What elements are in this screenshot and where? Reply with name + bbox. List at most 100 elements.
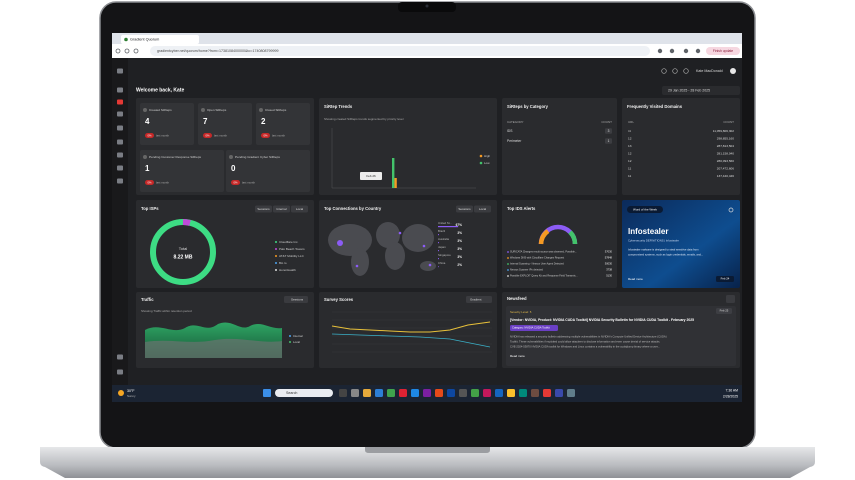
- user-name[interactable]: Kate MacDonald: [696, 69, 723, 73]
- control-button[interactable]: [273, 205, 290, 213]
- domain-url: 13: [628, 144, 632, 148]
- category-name: IDS: [507, 129, 513, 133]
- sidebar-icon[interactable]: [117, 178, 123, 184]
- sidebar-icon[interactable]: [117, 165, 123, 171]
- taskbar-app[interactable]: [351, 389, 359, 397]
- total-value: 8.22 MB: [174, 254, 193, 260]
- legend-label: Local: [293, 340, 300, 344]
- control-button[interactable]: [291, 205, 308, 213]
- taskbar-app[interactable]: [411, 389, 419, 397]
- toolbar-icon[interactable]: [695, 48, 701, 54]
- taskbar-app[interactable]: [339, 389, 347, 397]
- trend-bar-high: [392, 158, 395, 188]
- control-button[interactable]: [456, 205, 473, 213]
- legend-dot: [275, 269, 277, 271]
- country-name: Japan: [438, 245, 446, 249]
- header-icon[interactable]: [683, 68, 689, 74]
- read-more[interactable]: Read more: [510, 354, 525, 358]
- taskbar-app[interactable]: [447, 389, 455, 397]
- taskbar-app[interactable]: [399, 389, 407, 397]
- nav-button[interactable]: [115, 48, 121, 54]
- stat-icon: [143, 155, 147, 159]
- taskbar-app[interactable]: [423, 389, 431, 397]
- date-picker[interactable]: [662, 86, 740, 95]
- sidebar-icon[interactable]: [117, 87, 123, 93]
- taskbar-app[interactable]: [507, 389, 515, 397]
- nav-button[interactable]: [133, 48, 139, 54]
- control-label[interactable]: Sessions: [291, 297, 304, 301]
- taskbar-app[interactable]: [483, 389, 491, 397]
- panel-title: SiRtep Trends: [324, 104, 353, 109]
- news-severity: Severity Level: 5: [510, 310, 532, 314]
- stat-note: last month: [242, 180, 255, 184]
- country-bar: [438, 266, 439, 268]
- taskbar-app[interactable]: [495, 389, 503, 397]
- taskbar-app[interactable]: [387, 389, 395, 397]
- panel-title: Top ISPs: [141, 206, 159, 211]
- taskbar-app[interactable]: [519, 389, 527, 397]
- taskbar-app[interactable]: [555, 389, 563, 397]
- control-button[interactable]: [284, 296, 308, 303]
- control-label[interactable]: Sessions: [458, 207, 471, 211]
- taskbar-app[interactable]: [531, 389, 539, 397]
- url[interactable]: gradientcyber.net/quorum/home?from=17381…: [157, 49, 279, 53]
- legend-label: Cloudflare Inc.: [279, 240, 299, 244]
- taskbar-app[interactable]: [459, 389, 467, 397]
- search-icon[interactable]: [728, 207, 734, 213]
- control-label[interactable]: Sessions: [257, 207, 270, 211]
- taskbar-app[interactable]: [363, 389, 371, 397]
- search-box[interactable]: [275, 389, 333, 397]
- header-icon[interactable]: [672, 68, 678, 74]
- news-card: [506, 306, 736, 366]
- toolbar-icon[interactable]: [683, 48, 689, 54]
- taskbar-app[interactable]: [543, 389, 551, 397]
- news-headline: [Vendor: NVIDIA, Product: NVIDIA CUDA To…: [510, 318, 694, 322]
- stat-value: 1: [145, 164, 150, 173]
- read-more[interactable]: Read more: [628, 277, 643, 281]
- stat-badge: [203, 133, 212, 138]
- control-button[interactable]: [255, 205, 272, 213]
- stat-icon: [229, 155, 233, 159]
- sidebar: [112, 58, 128, 385]
- control-button[interactable]: [474, 205, 491, 213]
- control-label[interactable]: Gradient: [470, 297, 482, 301]
- sidebar-icon[interactable]: [117, 99, 123, 105]
- avatar[interactable]: [730, 68, 736, 74]
- country-pct: 3%: [457, 239, 462, 243]
- date-range[interactable]: 29 Jan 2025 - 28 Feb 2025: [668, 88, 710, 92]
- control-button[interactable]: [466, 296, 492, 303]
- toolbar-icon[interactable]: [669, 48, 675, 54]
- taskbar-app[interactable]: [567, 389, 575, 397]
- news-search[interactable]: [726, 295, 735, 303]
- sidebar-icon[interactable]: [117, 125, 123, 131]
- control-label[interactable]: Local: [479, 207, 487, 211]
- alert-count: 5130: [606, 274, 612, 278]
- stat-value: 0: [231, 164, 236, 173]
- tab-title[interactable]: Gradient Quorum: [130, 38, 159, 42]
- panel-title: SiRteps by Category: [507, 104, 549, 109]
- search-label[interactable]: Search: [286, 391, 297, 395]
- control-label[interactable]: Internal: [276, 207, 286, 211]
- sidebar-icon[interactable]: [117, 369, 123, 375]
- update-label[interactable]: Finish update: [713, 49, 733, 53]
- sidebar-icon[interactable]: [117, 152, 123, 158]
- header-icon[interactable]: [661, 68, 667, 74]
- start-button[interactable]: [263, 389, 271, 397]
- toolbar-icon[interactable]: [657, 48, 663, 54]
- url-field[interactable]: [150, 46, 650, 56]
- update-button[interactable]: [706, 47, 740, 55]
- nav-button[interactable]: [124, 48, 130, 54]
- donut-slice: [182, 219, 191, 226]
- panel-title: Newsfeed: [507, 296, 527, 301]
- taskbar-app[interactable]: [471, 389, 479, 397]
- taskbar-app[interactable]: [435, 389, 443, 397]
- sidebar-icon[interactable]: [117, 68, 123, 74]
- sidebar-icon[interactable]: [117, 139, 123, 145]
- sidebar-icon[interactable]: [117, 354, 123, 360]
- survey-line: [331, 321, 491, 333]
- sidebar-icon[interactable]: [117, 111, 123, 117]
- country-pct: 3%: [457, 247, 462, 251]
- control-label[interactable]: Local: [296, 207, 304, 211]
- taskbar-app[interactable]: [375, 389, 383, 397]
- word-pill: [627, 206, 663, 213]
